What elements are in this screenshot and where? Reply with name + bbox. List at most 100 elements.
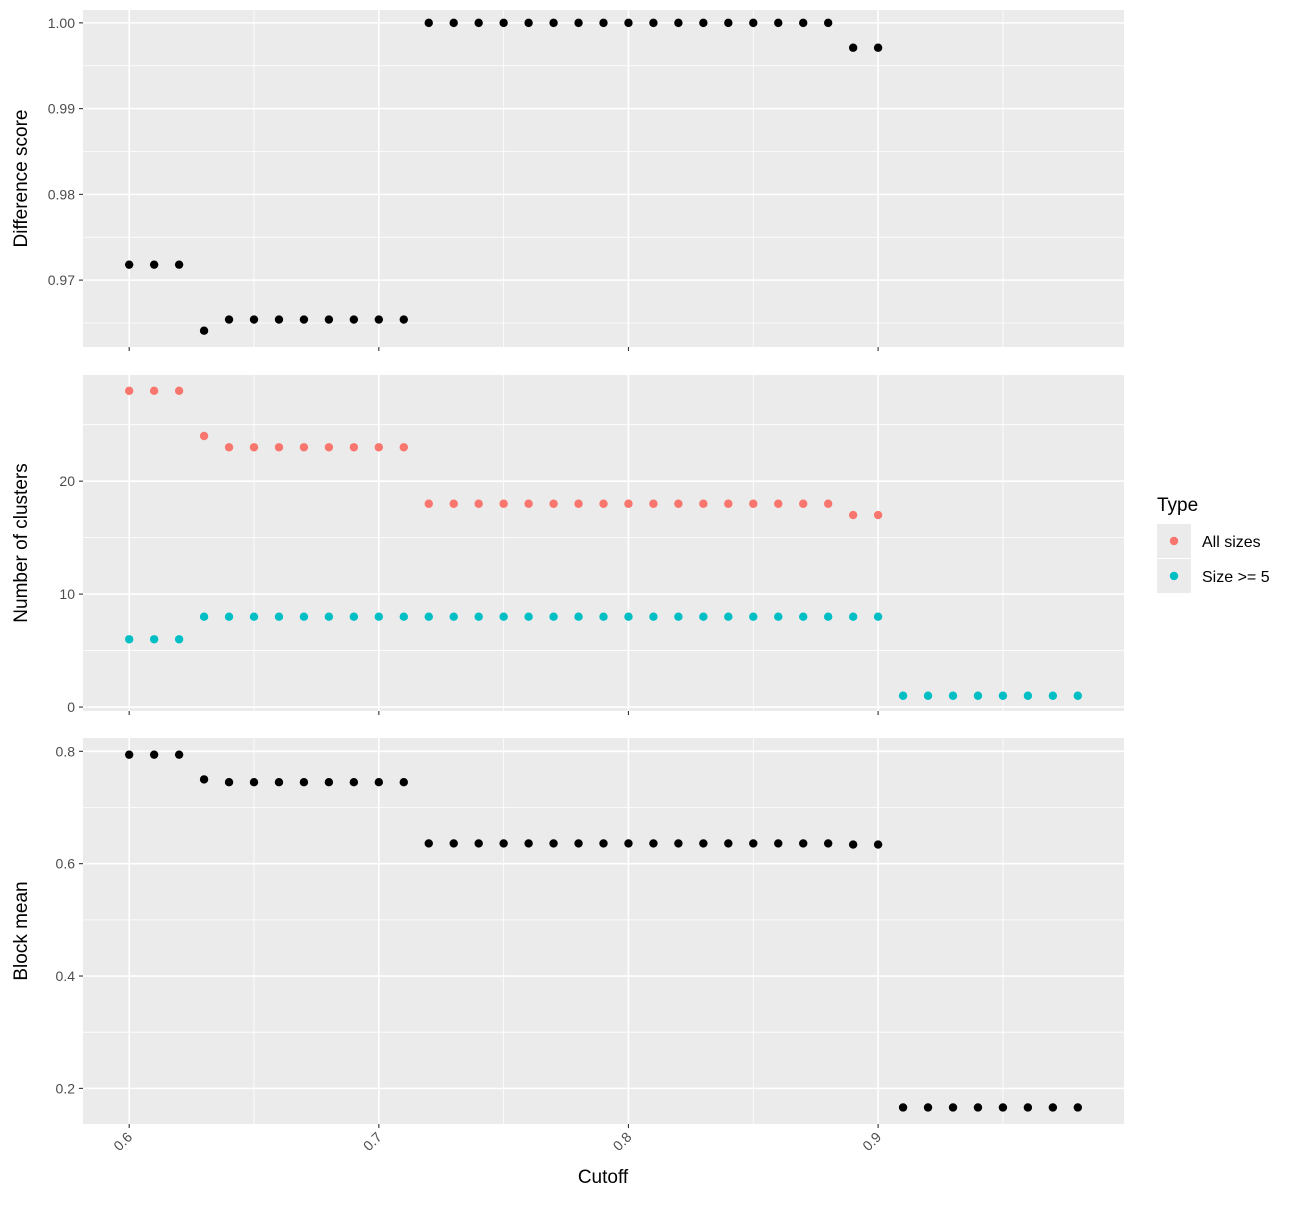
data-point <box>724 499 733 508</box>
data-point <box>898 691 908 700</box>
x-axis-title: Cutoff <box>578 1167 629 1188</box>
legend-keys: All sizes Size >= 5 <box>1157 524 1270 593</box>
data-point <box>823 18 833 28</box>
x-tick-label: 0.8 <box>610 1129 635 1154</box>
y-tick-label: 0.99 <box>48 101 75 117</box>
series-difference-score <box>124 18 883 335</box>
data-point <box>299 778 309 787</box>
y-axis-title: Block mean <box>11 881 32 980</box>
data-point <box>574 839 583 848</box>
y-tick-label: 0.8 <box>56 743 76 759</box>
data-point <box>274 443 284 452</box>
data-point <box>399 443 408 452</box>
legend-title: Type <box>1157 495 1198 516</box>
y-tick-label: 0.98 <box>48 186 75 202</box>
data-point <box>374 443 384 452</box>
y-tick-label: 0.97 <box>48 272 75 288</box>
data-point <box>524 499 533 508</box>
data-point <box>823 499 833 508</box>
legend-key-point <box>1169 536 1179 546</box>
panels-layer: 0.97 0.98 0.99 1.00 Difference score 0 10 20 Num… <box>11 10 1124 1154</box>
data-point <box>424 499 433 508</box>
data-point <box>549 839 558 848</box>
data-point <box>774 839 783 848</box>
data-point <box>749 839 758 848</box>
data-point <box>199 326 209 335</box>
data-point <box>1023 1103 1033 1112</box>
data-point <box>973 1103 983 1112</box>
legend-entry-size-5: Size >= 5 <box>1157 559 1270 593</box>
data-point <box>174 750 184 759</box>
data-point <box>149 386 159 396</box>
data-point <box>149 260 159 269</box>
data-point <box>224 443 234 452</box>
data-point <box>724 612 733 621</box>
data-point <box>249 612 259 621</box>
data-point <box>823 839 833 848</box>
data-point <box>399 778 408 787</box>
data-point <box>998 1103 1008 1112</box>
data-point <box>749 612 758 621</box>
data-point <box>674 499 683 508</box>
data-point <box>799 839 808 848</box>
data-point <box>674 18 683 28</box>
data-point <box>399 315 408 324</box>
data-point <box>624 499 633 508</box>
data-point <box>799 18 808 28</box>
data-point <box>249 778 259 787</box>
x-tick-label: 0.9 <box>859 1129 884 1154</box>
data-point <box>274 612 284 621</box>
data-point <box>549 18 558 28</box>
data-point <box>574 499 583 508</box>
data-point <box>374 612 384 621</box>
panel-background <box>83 738 1124 1124</box>
data-point <box>174 386 184 396</box>
data-point <box>324 612 334 621</box>
data-point <box>998 691 1008 700</box>
data-point <box>224 315 234 324</box>
data-point <box>649 839 658 848</box>
data-point <box>823 612 833 621</box>
data-point <box>524 612 533 621</box>
data-point <box>249 315 259 324</box>
data-point <box>649 612 658 621</box>
data-point <box>474 499 483 508</box>
data-point <box>848 840 858 849</box>
data-point <box>349 315 359 324</box>
data-point <box>774 18 783 28</box>
data-point <box>549 612 558 621</box>
data-point <box>749 18 758 28</box>
data-point <box>774 612 783 621</box>
y-tick-label: 0.4 <box>56 968 76 984</box>
series-block-mean <box>124 750 1083 1112</box>
data-point <box>324 443 334 452</box>
data-point <box>873 43 883 52</box>
data-point <box>898 1103 908 1112</box>
data-point <box>449 499 458 508</box>
y-tick-label: 0.6 <box>56 856 76 872</box>
data-point <box>249 443 259 452</box>
data-point <box>149 635 159 644</box>
data-point <box>124 260 134 269</box>
data-point <box>524 18 533 28</box>
data-point <box>474 839 483 848</box>
data-point <box>574 18 583 28</box>
legend-label: All sizes <box>1202 534 1261 551</box>
data-point <box>174 635 184 644</box>
data-point <box>848 510 858 520</box>
panel-background <box>83 10 1124 347</box>
data-point <box>599 839 608 848</box>
data-point <box>599 499 608 508</box>
data-point <box>1048 1103 1058 1112</box>
y-tick-label: 0 <box>67 699 75 715</box>
legend: Type All sizes Size >= 5 <box>1157 495 1270 593</box>
data-point <box>274 778 284 787</box>
data-point <box>449 839 458 848</box>
data-point <box>224 612 234 621</box>
y-tick-label: 10 <box>59 586 75 602</box>
data-point <box>948 691 958 700</box>
data-point <box>724 18 733 28</box>
panel-background <box>83 375 1124 711</box>
legend-label: Size >= 5 <box>1202 569 1270 586</box>
data-point <box>124 386 134 396</box>
